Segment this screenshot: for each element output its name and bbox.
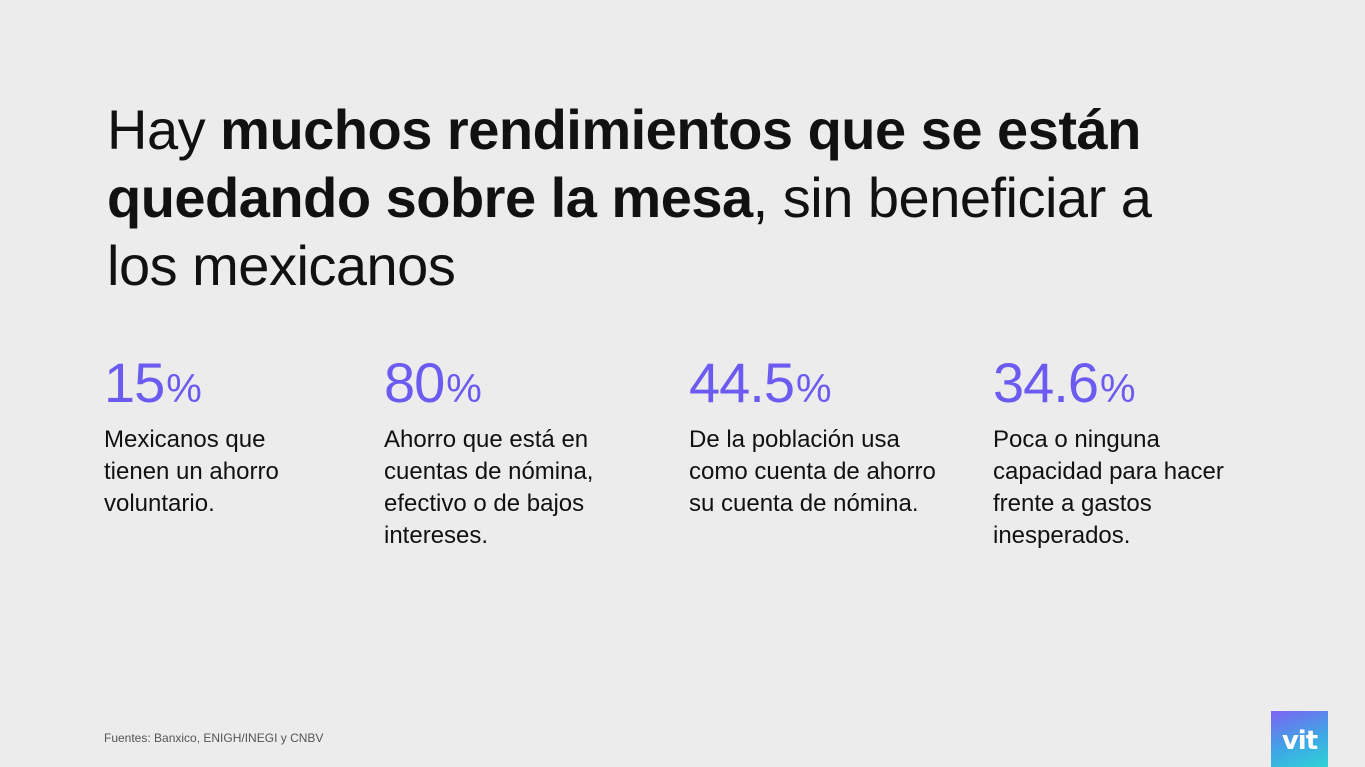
- headline-emphasis: muchos rendimientos que se están quedand…: [107, 98, 1141, 229]
- stat-payroll-account-savings: 44.5% De la población usa como cuenta de…: [689, 352, 939, 520]
- stat-description: Poca o ninguna capacidad para hacer fren…: [993, 426, 1224, 549]
- stat-number: 44.5: [689, 351, 795, 414]
- stat-description: De la población usa como cuenta de ahorr…: [689, 426, 936, 517]
- stat-voluntary-savings: 15% Mexicanos que tienen un ahorro volun…: [104, 352, 334, 520]
- sources-footnote: Fuentes: Banxico, ENIGH/INEGI y CNBV: [104, 731, 324, 745]
- stat-value: 44.5%: [689, 352, 939, 414]
- stat-number: 34.6: [993, 351, 1099, 414]
- stat-value: 80%: [384, 352, 634, 414]
- vit-logo: vit: [1271, 711, 1328, 767]
- stat-value: 15%: [104, 352, 334, 414]
- stat-unit: %: [796, 367, 832, 411]
- stat-number: 80: [384, 351, 445, 414]
- logo-text: vit: [1281, 726, 1318, 756]
- headline-intro: Hay: [107, 98, 221, 161]
- stat-low-interest-savings: 80% Ahorro que está en cuentas de nómina…: [384, 352, 634, 552]
- stat-unexpected-expenses: 34.6% Poca o ninguna capacidad para hace…: [993, 352, 1263, 552]
- stat-unit: %: [446, 367, 482, 411]
- stat-unit: %: [166, 367, 202, 411]
- headline-ending: , sin beneficiar a los mexicanos: [107, 166, 1152, 297]
- page-title: Hay muchos rendimientos que se están que…: [107, 96, 1227, 300]
- stat-description: Ahorro que está en cuentas de nómina, ef…: [384, 426, 594, 549]
- stat-value: 34.6%: [993, 352, 1263, 414]
- stat-number: 15: [104, 351, 165, 414]
- stat-unit: %: [1100, 367, 1136, 411]
- stat-description: Mexicanos que tienen un ahorro voluntari…: [104, 426, 279, 517]
